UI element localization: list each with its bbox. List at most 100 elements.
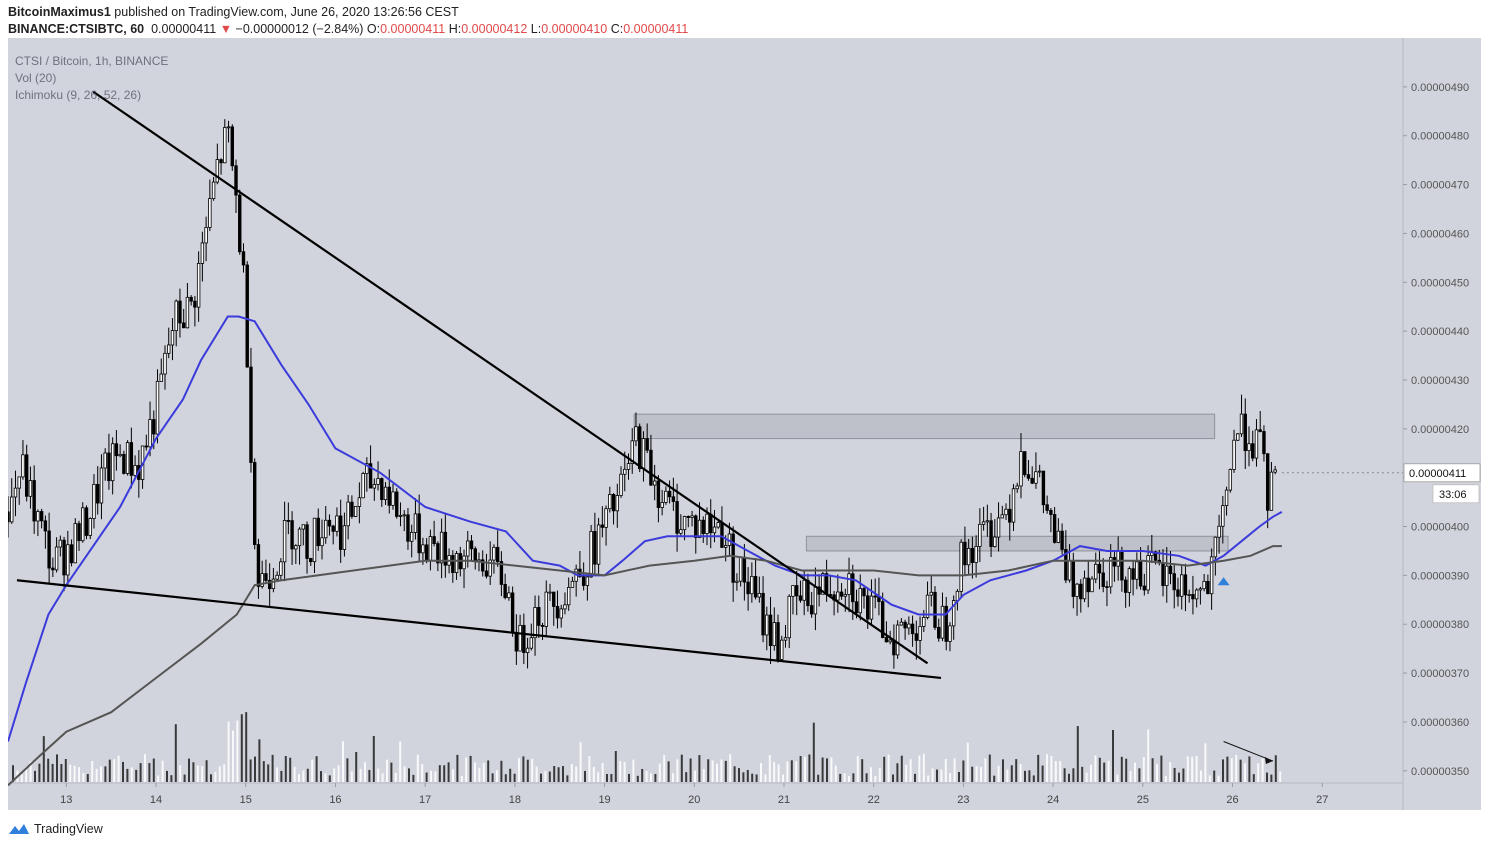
bullish-candle bbox=[454, 553, 459, 573]
bullish-candle bbox=[813, 586, 818, 615]
chart-panel[interactable]: 0.00000350 0.00000360 0.00000370 0.00000380… bbox=[6, 38, 1481, 810]
bullish-candle bbox=[996, 517, 1001, 538]
bearish-candle bbox=[387, 486, 391, 506]
volume-bar bbox=[403, 766, 406, 782]
volume-bar bbox=[513, 773, 516, 782]
legend-title[interactable]: CTSI / Bitcoin, 1h, BINANCE bbox=[15, 54, 169, 68]
legend-ichimoku[interactable]: Ichimoku (9, 26, 52, 26) bbox=[15, 88, 142, 102]
time-tick-label: 16 bbox=[329, 794, 341, 806]
volume-bar bbox=[702, 769, 705, 782]
bullish-candle bbox=[58, 539, 63, 548]
volume-bar bbox=[804, 756, 806, 782]
bullish-candle bbox=[634, 426, 638, 442]
volume-bar bbox=[174, 724, 177, 782]
volume-bar bbox=[826, 758, 828, 782]
volume-bar bbox=[786, 761, 789, 782]
bullish-candle bbox=[383, 486, 388, 501]
volume-bar bbox=[271, 754, 274, 782]
low-label: L: bbox=[530, 22, 542, 36]
volume-bar bbox=[1107, 760, 1110, 782]
bearish-candle bbox=[495, 546, 500, 562]
volume-bar bbox=[628, 773, 630, 782]
bullish-candle bbox=[623, 468, 627, 475]
bullish-candle bbox=[985, 520, 990, 523]
bearish-candle bbox=[862, 588, 866, 597]
bullish-candle bbox=[974, 546, 978, 563]
volume-bar bbox=[1270, 774, 1273, 782]
bullish-candle bbox=[907, 623, 911, 629]
volume-bar bbox=[276, 767, 278, 782]
bearish-candle bbox=[1023, 451, 1027, 476]
bullish-candle bbox=[1273, 469, 1277, 473]
down-arrow-icon: ▼ bbox=[219, 22, 233, 36]
bearish-candle bbox=[1052, 514, 1057, 543]
bullish-candle bbox=[1034, 471, 1038, 484]
volume-bar bbox=[601, 763, 604, 782]
volume-bar bbox=[152, 758, 155, 782]
bullish-candle bbox=[563, 604, 567, 610]
price-chart[interactable]: 0.00000350 0.00000360 0.00000370 0.00000380… bbox=[6, 38, 1481, 810]
bearish-candle bbox=[555, 606, 560, 619]
time-tick-label: 17 bbox=[419, 794, 431, 806]
bullish-candle bbox=[682, 516, 687, 531]
bearish-candle bbox=[424, 544, 429, 561]
chart-header: BitcoinMaximus1 published on TradingView… bbox=[8, 4, 688, 38]
volume-bar bbox=[170, 775, 173, 782]
volume-bar bbox=[1085, 772, 1088, 782]
volume-bar bbox=[1200, 770, 1202, 782]
volume-bar bbox=[883, 756, 886, 782]
volume-bar bbox=[117, 755, 120, 782]
volume-bar bbox=[1151, 758, 1154, 782]
bullish-candle bbox=[738, 556, 743, 582]
bullish-candle bbox=[630, 440, 634, 464]
volume-bar bbox=[680, 754, 683, 782]
volume-bar bbox=[843, 773, 846, 782]
volume-bar bbox=[434, 771, 437, 782]
volume-bar bbox=[56, 754, 58, 782]
tradingview-logo-icon[interactable] bbox=[8, 822, 30, 836]
bearish-candle bbox=[649, 449, 653, 486]
footer-brand[interactable]: TradingView bbox=[34, 822, 103, 836]
volume-bar bbox=[324, 773, 327, 782]
bearish-candle bbox=[122, 453, 126, 474]
volume-bar bbox=[227, 721, 230, 782]
bearish-candle bbox=[309, 558, 313, 563]
bullish-candle bbox=[297, 528, 302, 547]
price-change: −0.00000012 (−2.84%) bbox=[235, 22, 364, 36]
bullish-candle bbox=[679, 529, 683, 534]
bearish-candle bbox=[1120, 550, 1124, 581]
author-name[interactable]: BitcoinMaximus1 bbox=[8, 5, 111, 19]
volume-bar bbox=[1235, 754, 1238, 782]
volume-bar bbox=[953, 758, 956, 782]
bearish-candle bbox=[395, 491, 399, 517]
bearish-candle bbox=[443, 531, 448, 566]
volume-bar bbox=[575, 766, 578, 782]
bearish-candle bbox=[944, 605, 948, 642]
symbol-line: BINANCE:CTSIBTC, 60 0.00000411 ▼ −0.0000… bbox=[8, 21, 688, 38]
bearish-candle bbox=[809, 605, 814, 615]
close-value: 0.00000411 bbox=[623, 22, 689, 36]
bullish-candle bbox=[548, 591, 552, 594]
bullish-candle bbox=[981, 521, 986, 525]
bearish-candle bbox=[1041, 470, 1046, 506]
bullish-candle bbox=[488, 559, 492, 577]
volume-bar bbox=[368, 769, 371, 782]
bearish-candle bbox=[1183, 574, 1188, 596]
bullish-candle bbox=[940, 605, 945, 639]
volume-bar bbox=[597, 772, 600, 782]
volume-bar bbox=[218, 766, 221, 782]
bearish-candle bbox=[970, 547, 975, 563]
bearish-candle bbox=[96, 484, 100, 504]
legend-volume[interactable]: Vol (20) bbox=[15, 71, 57, 85]
bullish-candle bbox=[372, 484, 377, 489]
volume-bar bbox=[161, 760, 164, 782]
bullish-candle bbox=[204, 227, 208, 244]
volume-bar bbox=[874, 775, 877, 782]
bearish-candle bbox=[290, 520, 294, 550]
volume-bar bbox=[672, 773, 674, 782]
volume-bar bbox=[478, 767, 481, 782]
bullish-candle bbox=[376, 478, 380, 485]
volume-bar bbox=[1230, 758, 1233, 782]
volume-bar bbox=[645, 771, 648, 782]
bearish-candle bbox=[540, 625, 545, 627]
